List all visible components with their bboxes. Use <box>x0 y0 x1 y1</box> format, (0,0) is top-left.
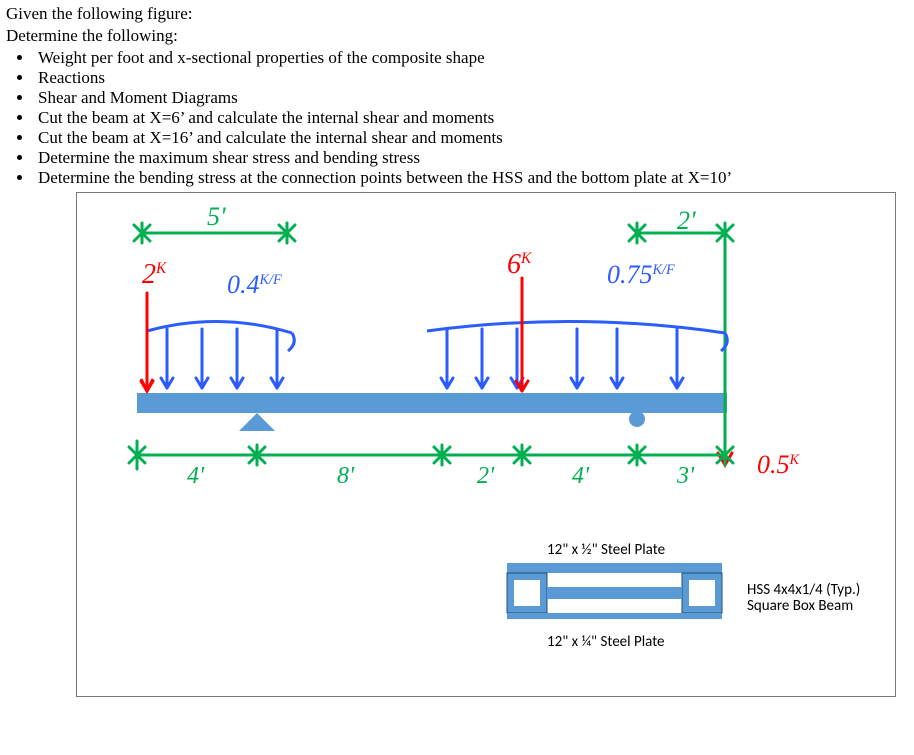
intro-line-2: Determine the following: <box>6 26 908 46</box>
svg-text:2K: 2K <box>142 259 167 290</box>
svg-text:5': 5' <box>207 202 226 231</box>
svg-text:8': 8' <box>337 463 355 489</box>
task-item: Determine the maximum shear stress and b… <box>34 148 908 168</box>
section-label-bottom: 12" x ¼" Steel Plate <box>547 633 665 651</box>
section-label-top: 12" x ½" Steel Plate <box>547 541 665 559</box>
task-item: Determine the bending stress at the conn… <box>34 168 908 188</box>
svg-text:4': 4' <box>187 463 205 489</box>
beam-diagram: 5' 2' 2K 0.4K/F 6K 0.75K/F 0.5K 4' 8' 2' 4' 3' <box>77 193 897 698</box>
task-item: Cut the beam at X=6’ and calculate the i… <box>34 108 908 128</box>
figure-frame: 5' 2' 2K 0.4K/F 6K 0.75K/F 0.5K 4' 8' 2' 4' 3' 12" … <box>76 192 896 697</box>
task-list: Weight per foot and x-sectional properti… <box>34 48 908 188</box>
task-item: Weight per foot and x-sectional properti… <box>34 48 908 68</box>
intro-line-1: Given the following figure: <box>6 4 908 24</box>
svg-text:6K: 6K <box>507 249 532 280</box>
svg-text:3': 3' <box>676 463 695 489</box>
svg-text:4': 4' <box>572 463 590 489</box>
section-label-side-2: Square Box Beam <box>747 597 853 615</box>
task-item: Shear and Moment Diagrams <box>34 88 908 108</box>
svg-text:2': 2' <box>677 206 696 235</box>
task-item: Reactions <box>34 68 908 88</box>
svg-text:2': 2' <box>477 463 495 489</box>
svg-text:0.4K/F: 0.4K/F <box>227 270 282 299</box>
svg-text:0.5K: 0.5K <box>757 450 801 479</box>
task-item: Cut the beam at X=16’ and calculate the … <box>34 128 908 148</box>
svg-text:0.75K/F: 0.75K/F <box>607 260 675 289</box>
problem-statement: Given the following figure: Determine th… <box>6 4 908 188</box>
